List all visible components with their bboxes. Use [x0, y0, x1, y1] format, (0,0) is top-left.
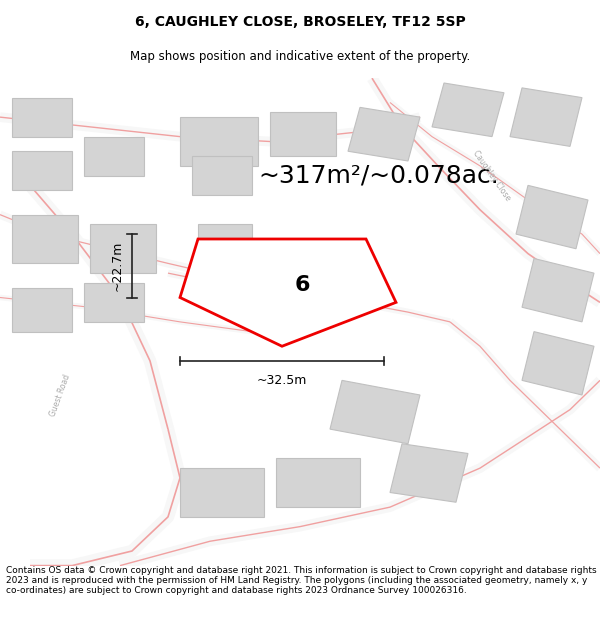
Polygon shape [390, 444, 468, 503]
Text: Contains OS data © Crown copyright and database right 2021. This information is : Contains OS data © Crown copyright and d… [6, 566, 596, 596]
Polygon shape [432, 83, 504, 137]
Text: Caughley Close: Caughley Close [472, 149, 512, 202]
Text: Guest Road: Guest Road [48, 372, 72, 418]
Polygon shape [522, 332, 594, 395]
Polygon shape [84, 283, 144, 322]
Polygon shape [180, 117, 258, 166]
Text: Map shows position and indicative extent of the property.: Map shows position and indicative extent… [130, 50, 470, 62]
Text: 6: 6 [295, 275, 310, 295]
Polygon shape [330, 381, 420, 444]
Polygon shape [180, 468, 264, 517]
Polygon shape [198, 224, 252, 263]
Polygon shape [510, 88, 582, 146]
Polygon shape [522, 259, 594, 322]
Polygon shape [12, 288, 72, 332]
Polygon shape [192, 156, 252, 195]
Polygon shape [90, 224, 156, 273]
Text: ~22.7m: ~22.7m [110, 241, 124, 291]
Polygon shape [12, 214, 78, 263]
Polygon shape [180, 239, 396, 346]
Polygon shape [12, 98, 72, 137]
Polygon shape [348, 107, 420, 161]
Text: 6, CAUGHLEY CLOSE, BROSELEY, TF12 5SP: 6, CAUGHLEY CLOSE, BROSELEY, TF12 5SP [134, 15, 466, 29]
Text: ~317m²/~0.078ac.: ~317m²/~0.078ac. [258, 164, 499, 188]
Polygon shape [12, 151, 72, 190]
Polygon shape [84, 137, 144, 176]
Polygon shape [516, 186, 588, 249]
Polygon shape [276, 458, 360, 507]
Text: ~32.5m: ~32.5m [257, 374, 307, 387]
Polygon shape [270, 112, 336, 156]
